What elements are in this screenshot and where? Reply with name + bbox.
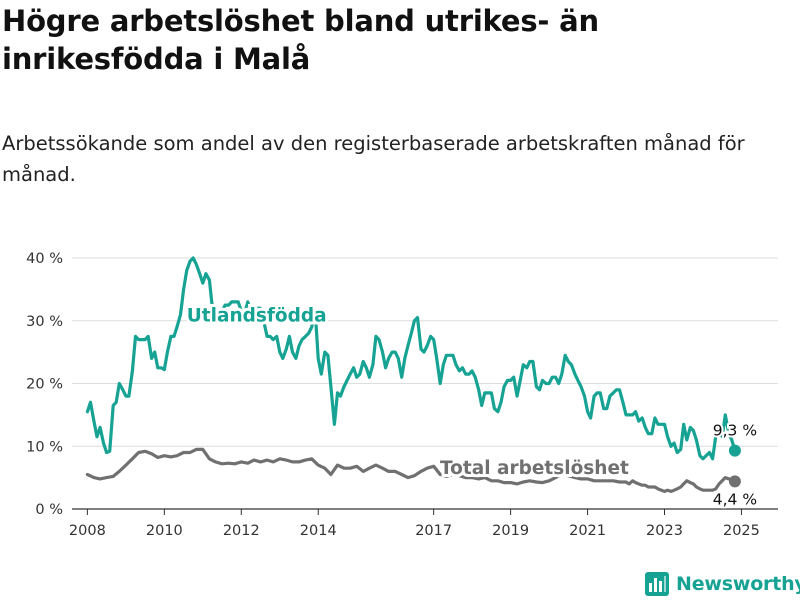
y-tick-label: 20 % bbox=[26, 377, 63, 393]
y-tick-label: 0 % bbox=[35, 502, 63, 518]
end-label-total: 4,4 % bbox=[713, 490, 757, 508]
x-tick-label: 2008 bbox=[69, 523, 106, 539]
y-tick-label: 10 % bbox=[26, 439, 63, 455]
x-tick-label: 2017 bbox=[415, 523, 452, 539]
gridlines bbox=[72, 257, 778, 447]
brand-logo: Newsworthy bbox=[645, 570, 800, 598]
bar-chart-logo-icon bbox=[645, 572, 669, 596]
x-tick-label: 2021 bbox=[569, 523, 606, 539]
x-tick-label: 2012 bbox=[223, 523, 260, 539]
series bbox=[85, 256, 741, 493]
end-point-utlandsfodda bbox=[728, 444, 741, 457]
y-axis: 0 % 10 % 20 % 30 % 40 % bbox=[26, 251, 63, 518]
chart-subtitle: Arbetssökande som andel av den registerb… bbox=[2, 132, 745, 186]
end-label-utlandsfodda: 9,3 % bbox=[713, 422, 757, 440]
series-label-total: Total arbetslöshet bbox=[440, 458, 629, 479]
brand-name: Newsworthy bbox=[676, 573, 800, 595]
y-tick-label: 40 % bbox=[26, 251, 63, 267]
x-tick-label: 2014 bbox=[300, 523, 337, 539]
x-tick-label: 2023 bbox=[646, 523, 683, 539]
series-labels: 9,3 % 4,4 % Utlandsfödda Total arbetslöshet bbox=[184, 302, 759, 510]
y-tick-label: 30 % bbox=[26, 314, 63, 330]
series-line-total bbox=[85, 447, 737, 493]
x-tick-label: 2019 bbox=[492, 523, 529, 539]
series-line-utlandsfodda bbox=[85, 256, 737, 461]
end-point-total bbox=[728, 475, 741, 488]
series-label-utlandsfodda: Utlandsfödda bbox=[187, 305, 327, 326]
chart-title: Högre arbetslöshet bland utrikes- än inr… bbox=[2, 4, 599, 76]
x-axis: 2008 2010 2012 2014 2017 2019 2021 2023 2025 bbox=[69, 508, 778, 539]
x-tick-label: 2025 bbox=[723, 523, 760, 539]
x-tick-label: 2010 bbox=[146, 523, 183, 539]
